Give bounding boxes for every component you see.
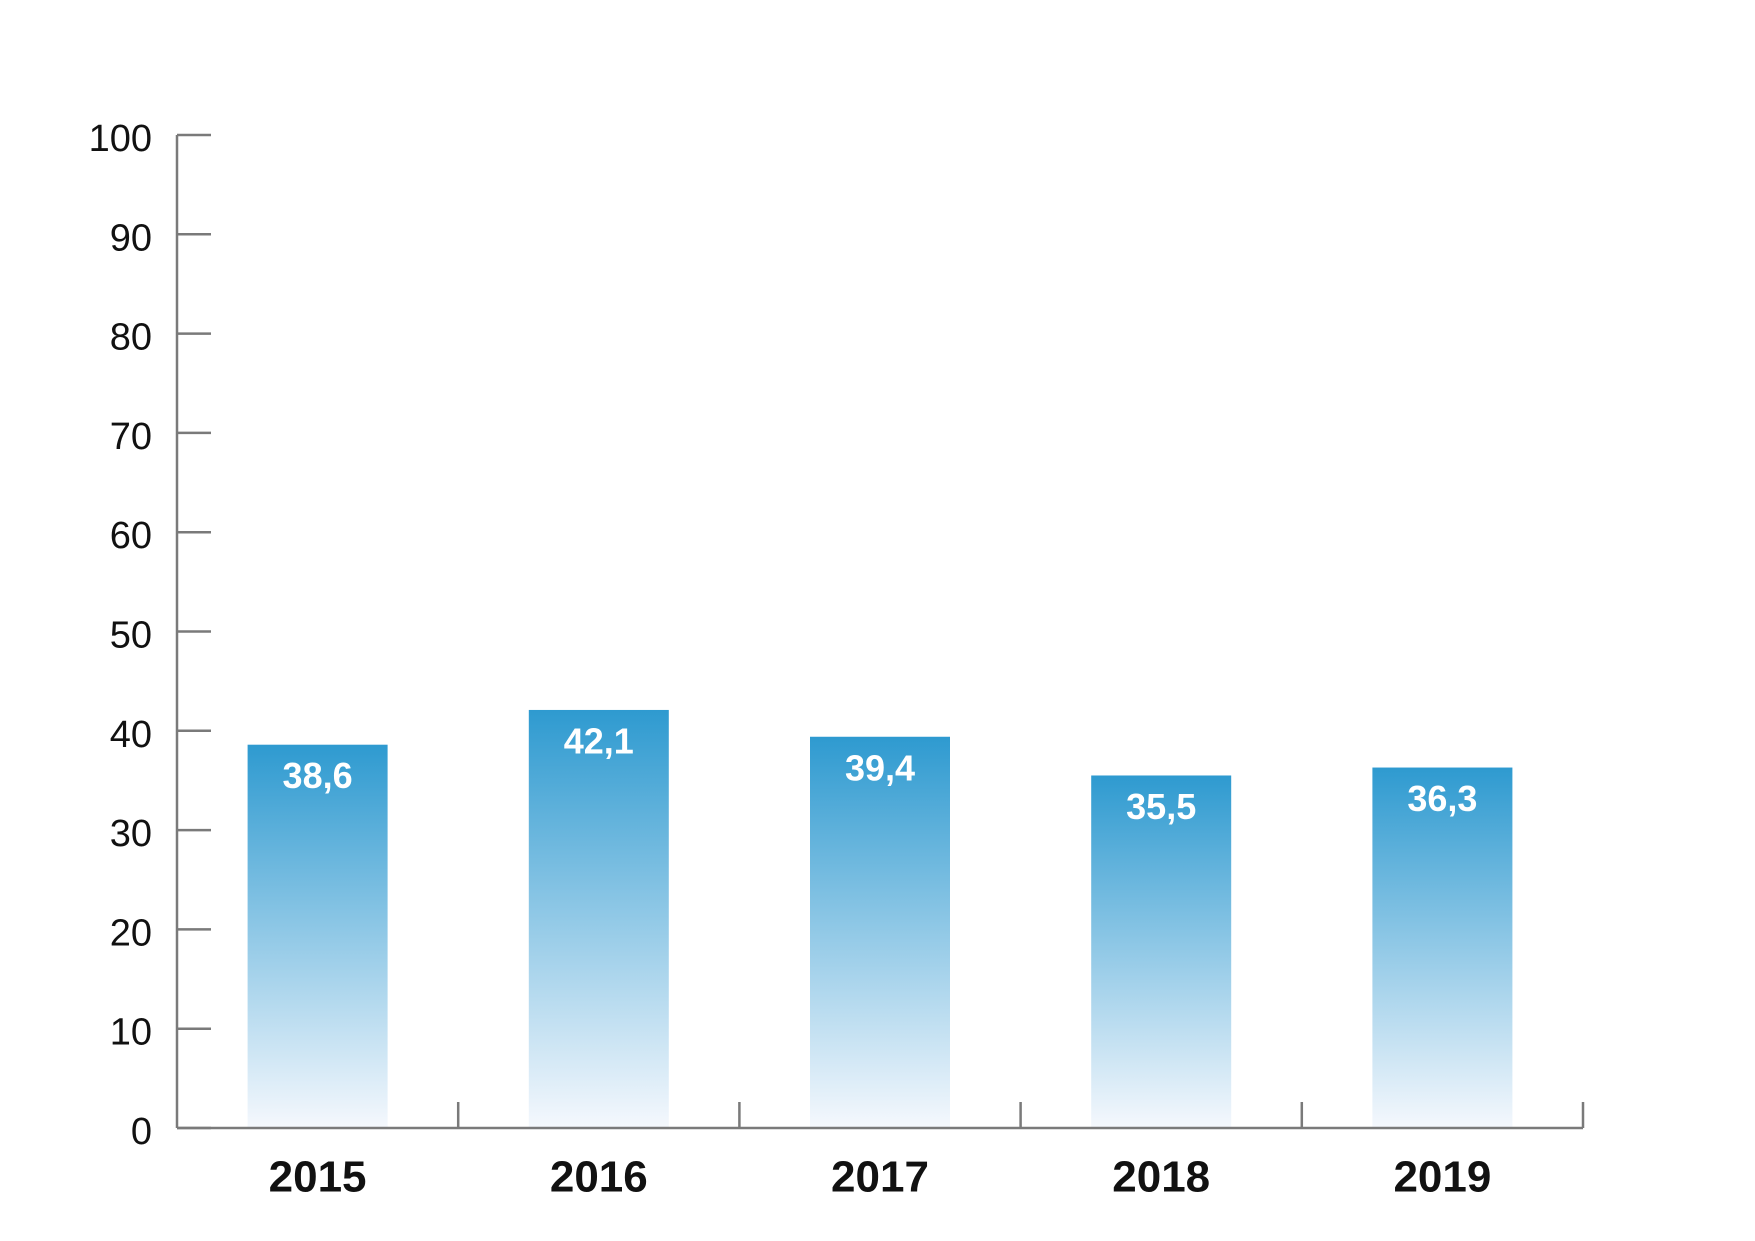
- y-tick-label: 30: [110, 813, 152, 855]
- y-tick-label: 60: [110, 515, 152, 557]
- x-tick-label: 2018: [1112, 1153, 1210, 1202]
- value-label: 36,3: [1407, 778, 1477, 819]
- y-tick-label: 50: [110, 615, 152, 657]
- y-tick-label: 0: [131, 1111, 152, 1153]
- bar: [1372, 767, 1513, 1128]
- value-label: 35,5: [1126, 786, 1196, 827]
- x-tick-label: 2017: [831, 1153, 929, 1202]
- x-tick-label: 2015: [269, 1153, 367, 1202]
- value-label: 38,6: [283, 755, 353, 796]
- y-tick-label: 70: [110, 416, 152, 458]
- x-tick-label: 2019: [1393, 1153, 1491, 1202]
- bar: [247, 744, 388, 1128]
- value-label: 42,1: [564, 720, 634, 761]
- y-tick-label: 40: [110, 714, 152, 756]
- y-tick-label: 10: [110, 1012, 152, 1054]
- bar: [810, 736, 950, 1128]
- y-tick-label: 90: [110, 217, 152, 259]
- bar: [528, 709, 669, 1128]
- bar: [1091, 775, 1232, 1128]
- y-tick-label: 80: [110, 317, 152, 359]
- x-tick-label: 2016: [550, 1153, 648, 1202]
- y-tick-label: 100: [89, 118, 152, 160]
- value-label: 39,4: [845, 747, 915, 788]
- y-tick-label: 20: [110, 912, 152, 954]
